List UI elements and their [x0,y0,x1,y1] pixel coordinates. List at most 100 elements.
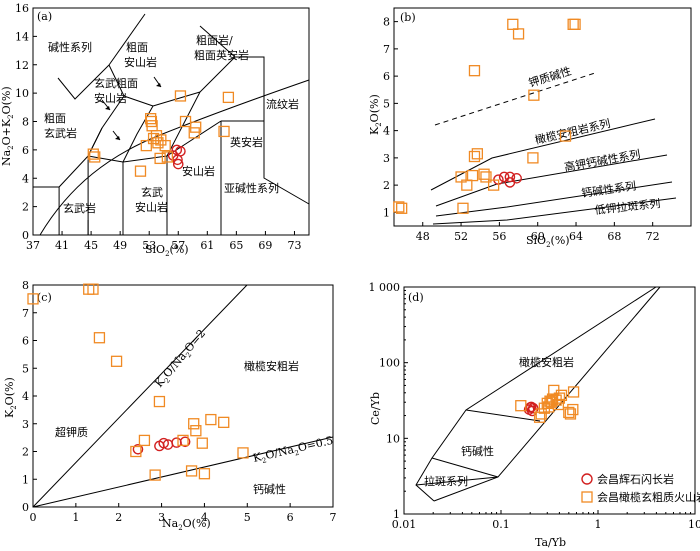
volcanic-data-point [140,139,152,152]
volcanic-data-point [27,293,39,305]
panel-c-y-tick-label: 5 [22,362,29,375]
field-ultrapotassic: 超钾质 [55,425,88,439]
diorite-data-point [132,443,144,455]
volcanic-data-point [153,395,166,408]
volcanic-data-point [478,168,490,180]
legend-diorite-label: 会昌辉石闪长岩 [597,472,674,486]
panel-b-x-tick-label: 72 [646,230,660,243]
field-trachybasalt-1: 粗面 [44,112,66,125]
diorite-data-point [504,171,516,183]
volcanic-data-point [177,434,189,447]
panel-c-y-tick-label: 6 [22,335,29,348]
volcanic-data-point [218,416,230,429]
volcanic-data-point [535,408,547,420]
volcanic-data-point [154,152,166,165]
panel-a-x-tick-label: 57 [171,239,185,252]
panel-c-y-tick-label: 0 [22,501,29,514]
volcanic-data-point [83,283,95,295]
field-basaltic-trachyandesite-1: 玄武粗面 [94,76,138,90]
volcanic-data-point [471,148,484,160]
volcanic-data-point [567,403,579,416]
panel-b-x-tick-label: 56 [492,230,506,243]
field-rhyolite: 流纹岩 [266,97,299,111]
panel-a-x-tick-label: 61 [200,239,214,252]
panel-c-x-tick-label: 2 [115,511,122,524]
volcanic-data-point [89,151,101,163]
panel-d-ticks: 0.01 0.1 1 10 1 10 100 1 000 [369,281,700,531]
field-basaltic-trachyandesite-2: 安山岩 [94,91,127,105]
panel-d-legend: 会昌辉石闪长岩 会昌橄榄玄粗质火山岩 [581,472,700,504]
panel-c-field-lines [32,284,334,508]
volcanic-data-point [468,150,481,163]
panel-b-x-tick-label: 60 [531,230,545,243]
panel-a-y-tick-label: 2 [22,201,29,214]
panel-c-y-tick-label: 4 [22,390,29,403]
panel-d-y-tick-label: 100 [379,357,400,370]
volcanic-data-point [174,90,187,102]
volcanic-data-point [466,169,479,182]
panel-a-y-tick-label: 8 [22,116,29,129]
panel-c-x-axis-label: Na2O(%) [162,517,211,532]
panel-c-x-tick-label: 3 [158,511,165,524]
panel-b-label: (b) [400,11,416,24]
field-shoshonite: 橄榄安粗岩 [519,355,574,369]
panel-b-x-tick-label: 52 [454,230,468,243]
panel-c-x-tick-label: 4 [201,511,208,524]
panel-c-x-tick-label: 0 [30,511,37,524]
panel-c-field-labels: 橄榄安粗岩 超钾质 钙碱性 K2O/Na2O=2 K2O/Na2O=0.5 [55,327,335,496]
field-potassic-alkaline: 钾质碱性 [527,64,573,90]
panel-b-y-tick-label: 6 [383,70,390,83]
field-dacite: 英安岩 [230,135,263,149]
panel-d-field-lines [415,286,661,502]
volcanic-data-point [457,202,469,214]
panel-a-x-tick-label: 37 [26,239,40,252]
volcanic-data-point [110,355,123,367]
volcanic-data-point [138,434,151,447]
panel-a-x-axis-label: SiO2(%) [145,243,189,258]
panel-a-y-tick-label: 4 [22,172,29,185]
panel-a-y-tick-label: 6 [22,144,29,157]
panel-b-data-points [393,18,581,214]
volcanic-data-point [567,386,580,398]
volcanic-data-point [559,130,572,142]
volcanic-data-point [87,148,99,160]
volcanic-data-point [555,389,568,401]
panel-c-label: (c) [37,291,52,304]
volcanic-data-point [159,139,171,152]
field-high-k-calc-alkaline: 高钾钙碱性系列 [563,147,641,174]
volcanic-data-point [149,469,161,481]
field-trachyandesite-2: 安山岩 [124,55,157,69]
panel-d-ceyb-tayb-diagram: (d) 0.01 0.1 1 10 1 10 100 1 000 橄榄安粗岩 钙碱性 拉斑系列… [369,281,700,549]
panel-c-x-tick-label: 5 [244,511,251,524]
panel-a-label: (a) [37,10,52,23]
volcanic-data-point [468,65,481,77]
panel-a-field-lines [33,13,310,236]
panel-b-y-tick-label: 3 [383,152,390,165]
volcanic-data-point [93,332,106,344]
diorite-data-point [158,437,170,449]
panel-b-y-tick-label: 5 [383,97,390,110]
field-trachyte-2: 粗面英安岩 [194,48,249,62]
volcanic-data-point [563,406,575,419]
volcanic-data-point [145,115,158,128]
volcanic-data-point [461,179,473,191]
line-label-ratio-2: K2O/Na2O=2 [152,327,209,391]
panel-d-x-tick-label: 0.1 [492,518,510,531]
panel-b-y-tick-label: 8 [383,16,390,29]
diorite-data-point [511,173,522,184]
panel-a-arrows [101,76,162,141]
panel-a-ticks: 37 41 45 49 53 57 61 65 69 73 0 2 4 6 8 10 12 14 16 [15,2,301,252]
volcanic-data-point [569,18,581,31]
panel-b-y-tick-label: 7 [383,43,390,56]
panel-c-y-axis-label: K2O(%) [3,377,18,418]
field-calc-alkaline: 钙碱性 [253,482,286,496]
volcanic-data-point [222,91,235,104]
panel-b-y-tick-label: 1 [383,206,390,219]
volcanic-data-point [218,125,230,138]
panel-d-y-tick-label: 1 000 [369,281,401,294]
panel-a-y-tick-label: 16 [15,2,29,15]
field-shoshonite-series: 橄榄安粗岩系列 [534,116,612,147]
volcanic-data-point [161,151,174,163]
volcanic-data-point [480,171,492,183]
volcanic-data-point [179,115,192,128]
